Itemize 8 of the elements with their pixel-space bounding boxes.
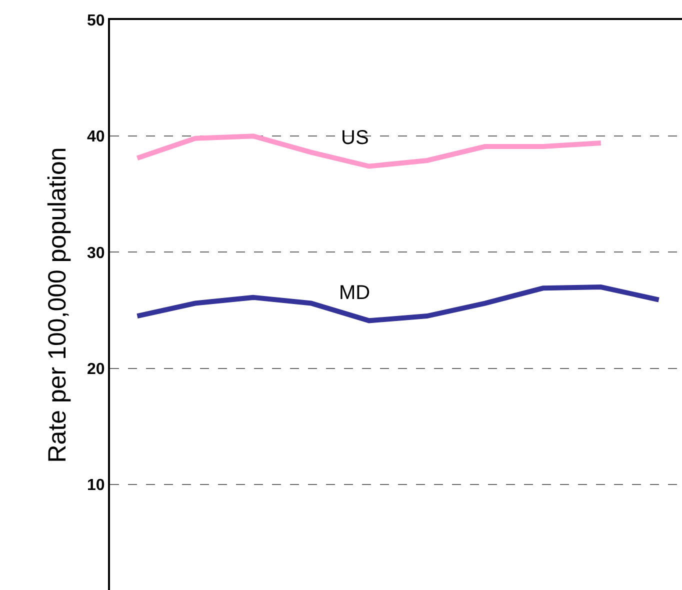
- y-axis-title: Rate per 100,000 population: [43, 147, 72, 463]
- y-tick-label: 30: [87, 244, 105, 262]
- series-label: MD: [339, 282, 370, 304]
- y-tick-label: 50: [87, 12, 105, 30]
- y-tick-label: 40: [87, 128, 105, 146]
- y-tick-label: 20: [87, 360, 105, 378]
- y-tick-label: 10: [87, 476, 105, 494]
- series-label: US: [341, 127, 369, 149]
